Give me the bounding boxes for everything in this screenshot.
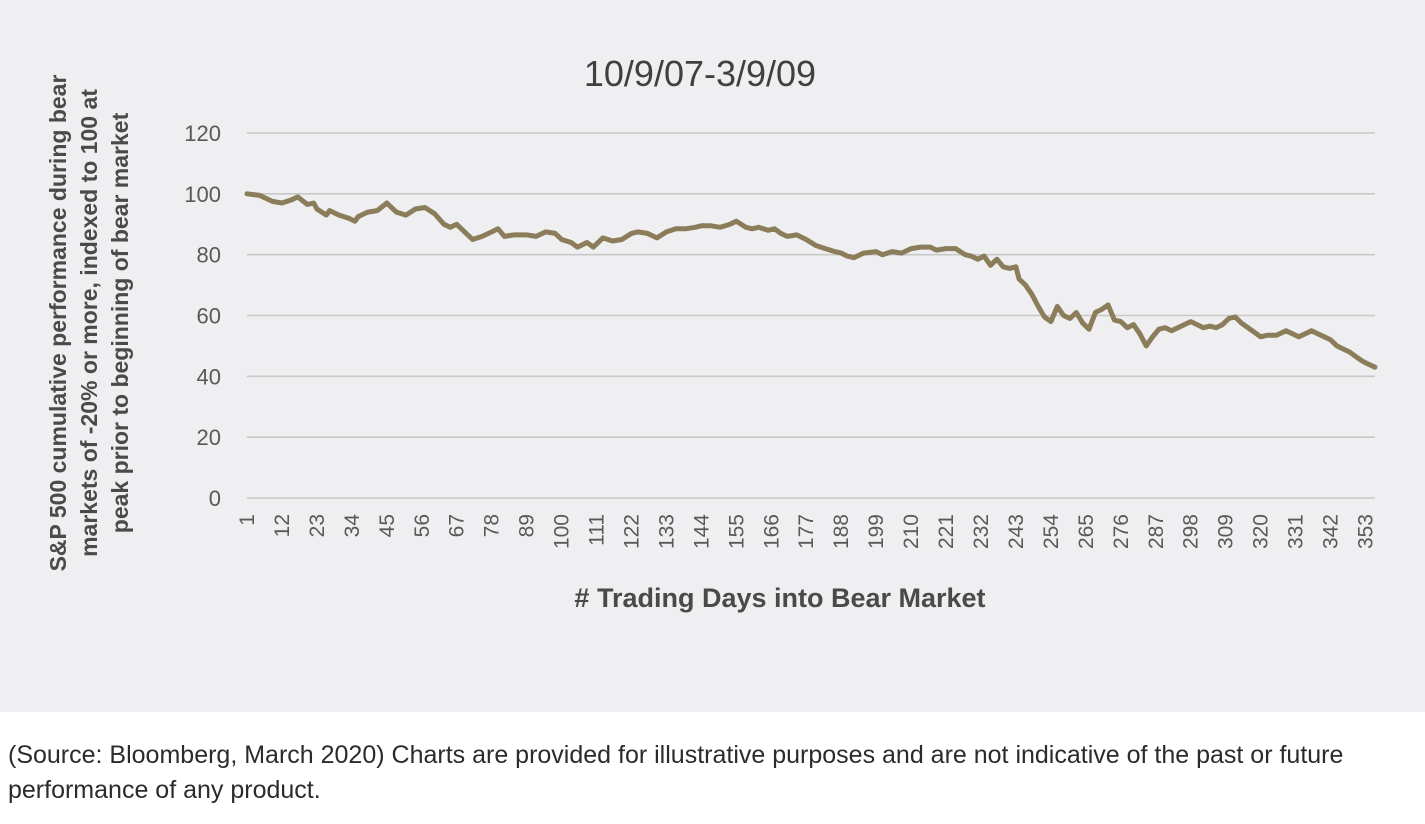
x-tick-label: 276	[1110, 514, 1133, 549]
x-tick-label: 232	[970, 514, 993, 549]
y-tick-label: 120	[184, 121, 221, 146]
x-tick-label: 331	[1285, 514, 1308, 549]
x-tick-label: 78	[481, 514, 504, 537]
y-axis-title-line-2: markets of -20% or more, indexed to 100 …	[76, 89, 102, 557]
gridlines	[247, 132, 1375, 499]
x-tick-label: 111	[586, 514, 609, 546]
x-tick-label: 1	[236, 514, 259, 526]
x-tick-label: 155	[725, 514, 748, 549]
x-tick-label: 144	[690, 514, 713, 549]
x-tick-label: 100	[551, 514, 574, 549]
x-tick-label: 265	[1075, 514, 1098, 549]
y-axis-title: S&P 500 cumulative performance during be…	[45, 75, 133, 572]
series-line-0	[244, 191, 1378, 370]
y-axis-title-line-3: peak prior to beginning of bear market	[107, 112, 133, 533]
x-tick-label: 243	[1005, 514, 1028, 549]
x-tick-label: 221	[935, 514, 958, 549]
y-tick-label: 80	[197, 243, 221, 268]
y-tick-label: 0	[209, 486, 221, 511]
x-tick-label: 45	[376, 514, 399, 537]
x-tick-label: 23	[306, 514, 329, 537]
source-caption: (Source: Bloomberg, March 2020) Charts a…	[8, 741, 1344, 804]
x-tick-label: 89	[516, 514, 539, 537]
x-tick-label: 177	[795, 514, 818, 549]
y-axis-ticks: 0 20 40 60 80 100 120	[184, 121, 221, 511]
x-tick-label: 188	[830, 514, 853, 549]
y-tick-label: 60	[197, 304, 221, 329]
x-tick-label: 166	[760, 514, 783, 549]
x-tick-label: 309	[1215, 514, 1238, 549]
x-tick-label: 67	[446, 514, 469, 537]
x-tick-label: 133	[655, 514, 678, 549]
x-tick-label: 122	[620, 514, 643, 549]
y-axis-title-line-1: S&P 500 cumulative performance during be…	[45, 75, 71, 572]
x-tick-label: 254	[1040, 514, 1063, 549]
x-tick-label: 56	[411, 514, 434, 537]
chart-title: 10/9/07-3/9/09	[584, 53, 816, 94]
x-tick-label: 320	[1250, 514, 1273, 549]
line-chart: 10/9/07-3/9/09 0 20 40 60 80 100 120 1 12 23 34 45…	[45, 53, 1378, 613]
x-tick-label: 34	[341, 514, 364, 538]
x-tick-label: 210	[900, 514, 923, 549]
x-axis-ticks: 1 12 23 34 45 56 67 78 89 100 111 122 133 144 155 166 17…	[236, 514, 1377, 549]
series-layer	[244, 191, 1378, 370]
x-axis-title: # Trading Days into Bear Market	[574, 583, 985, 613]
x-tick-label: 199	[865, 514, 888, 549]
x-tick-label: 342	[1320, 514, 1343, 549]
x-tick-label: 298	[1180, 514, 1203, 549]
x-tick-label: 12	[271, 514, 294, 537]
x-tick-label: 353	[1354, 514, 1377, 549]
chart-panel: 10/9/07-3/9/09 0 20 40 60 80 100 120 1 12 23 34 45…	[0, 0, 1425, 712]
x-tick-label: 287	[1145, 514, 1168, 549]
y-tick-label: 40	[197, 364, 221, 389]
y-tick-label: 100	[184, 182, 221, 207]
y-tick-label: 20	[197, 425, 221, 450]
